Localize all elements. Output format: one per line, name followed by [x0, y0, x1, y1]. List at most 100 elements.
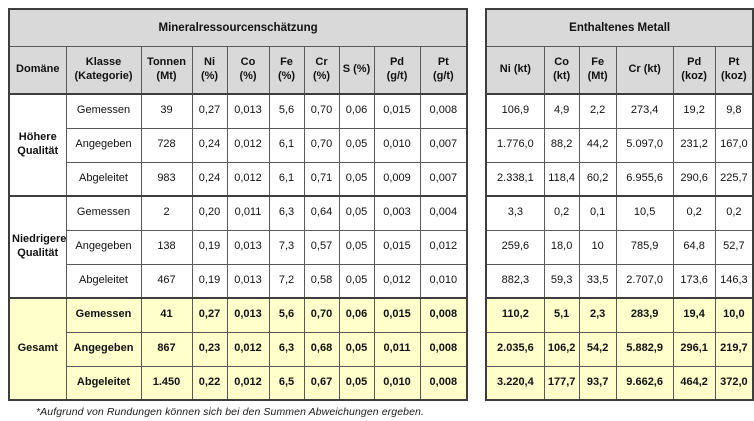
cell: 19,4 [672, 297, 716, 333]
cell: 0,27 [191, 297, 228, 333]
cell: 290,6 [672, 161, 716, 197]
cell: 0,19 [191, 263, 228, 299]
table-row: Niedrigere Qualität Gemessen 2 0,20 0,01… [8, 195, 468, 299]
col-header-pd-koz: Pd (koz) [672, 45, 716, 95]
cell: 0,22 [191, 365, 228, 401]
right-table-title: Enthaltenes Metall [485, 8, 754, 47]
cell: 0,70 [303, 127, 340, 163]
cell: 7,3 [268, 229, 305, 265]
cell: 467 [140, 263, 193, 299]
cell: 19,2 [672, 93, 716, 129]
col-header-pt-gt: Pt (g/t) [419, 45, 468, 95]
class-cell: Abgeleitet [65, 161, 142, 197]
cell: 6,1 [268, 161, 305, 197]
cell: 273,4 [615, 93, 674, 129]
cell: 110,2 [485, 297, 545, 333]
cell: 2.338,1 [485, 161, 545, 197]
cell: 0,013 [226, 263, 270, 299]
cell: 2 [140, 195, 193, 231]
cell: 5,1 [543, 297, 580, 333]
cell: 60,2 [578, 161, 617, 197]
cell: 0,05 [338, 161, 375, 197]
table-row: Gesamt Gemessen 41 0,27 0,013 5,6 0,70 0… [8, 297, 468, 401]
cell: 146,3 [714, 263, 754, 299]
cell: 0,010 [373, 127, 421, 163]
cell: 231,2 [672, 127, 716, 163]
right-table-header-row: Ni (kt) Co (kt) Fe (Mt) Cr (kt) Pd (koz)… [485, 45, 754, 95]
col-header-fe-pct: Fe (%) [268, 45, 305, 95]
cell: 0,06 [338, 93, 375, 129]
tables-row: Mineralressourcenschätzung Domäne Klasse… [8, 8, 754, 401]
cell: 5,6 [268, 297, 305, 333]
col-header-s-pct: S (%) [338, 45, 375, 95]
cell: 0,64 [303, 195, 340, 231]
cell: 0,008 [419, 365, 468, 401]
cell: 6,1 [268, 127, 305, 163]
cell: 0,012 [419, 229, 468, 265]
cell: 0,06 [338, 297, 375, 333]
cell: 3,3 [485, 195, 545, 231]
cell: 167,0 [714, 127, 754, 163]
cell: 1.776,0 [485, 127, 545, 163]
cell: 882,3 [485, 263, 545, 299]
cell: 3.220,4 [485, 365, 545, 401]
contained-metal-table: Enthaltenes Metall Ni (kt) Co (kt) Fe (M… [485, 8, 754, 401]
cell: 54,2 [578, 331, 617, 367]
left-table-title: Mineralressourcenschätzung [8, 8, 468, 47]
class-cell: Gemessen [65, 297, 142, 333]
right-table-title-row: Enthaltenes Metall [485, 8, 754, 47]
cell: 6,5 [268, 365, 305, 401]
class-cell: Abgeleitet [65, 365, 142, 401]
table-row: 882,3 59,3 33,5 2.707,0 173,6 146,3 [485, 263, 754, 299]
table-row: 106,9 4,9 2,2 273,4 19,2 9,8 [485, 93, 754, 129]
cell: 10 [578, 229, 617, 265]
cell: 88,2 [543, 127, 580, 163]
cell: 0,007 [419, 127, 468, 163]
cell: 0,012 [373, 263, 421, 299]
col-header-ni-kt: Ni (kt) [485, 45, 545, 95]
cell: 0,57 [303, 229, 340, 265]
cell: 0,05 [338, 365, 375, 401]
class-cell: Abgeleitet [65, 263, 142, 299]
cell: 283,9 [615, 297, 674, 333]
cell: 6.955,6 [615, 161, 674, 197]
cell: 2,3 [578, 297, 617, 333]
cell: 225,7 [714, 161, 754, 197]
cell: 52,7 [714, 229, 754, 265]
table-row: Abgeleitet 1.450 0,22 0,012 6,5 0,67 0,0… [9, 365, 468, 401]
cell: 0,008 [419, 93, 468, 129]
cell: 0,011 [226, 195, 270, 231]
cell: 0,70 [303, 297, 340, 333]
cell: 9.662,6 [615, 365, 674, 401]
cell: 18,0 [543, 229, 580, 265]
cell: 0,70 [303, 93, 340, 129]
cell: 2.035,6 [485, 331, 545, 367]
cell: 44,2 [578, 127, 617, 163]
cell: 983 [140, 161, 193, 197]
cell: 0,010 [419, 263, 468, 299]
cell: 0,003 [373, 195, 421, 231]
cell: 2,2 [578, 93, 617, 129]
cell: 5.097,0 [615, 127, 674, 163]
table-row: 2.338,1 118,4 60,2 6.955,6 290,6 225,7 [485, 161, 754, 197]
class-cell: Angegeben [65, 229, 142, 265]
cell: 6,3 [268, 331, 305, 367]
cell: 728 [140, 127, 193, 163]
cell: 64,8 [672, 229, 716, 265]
left-table-header-row: Domäne Klasse (Kategorie) Tonnen (Mt) Ni… [8, 45, 468, 95]
col-header-pt-koz: Pt (koz) [714, 45, 754, 95]
class-cell: Angegeben [65, 331, 142, 367]
domain-cell-niedrigere: Niedrigere Qualität [8, 195, 67, 299]
col-header-ni-pct: Ni (%) [191, 45, 228, 95]
table-row: Abgeleitet 467 0,19 0,013 7,2 0,58 0,05 … [9, 263, 468, 299]
cell: 0,23 [191, 331, 228, 367]
cell: 0,013 [226, 93, 270, 129]
table-row: 2.035,6 106,2 54,2 5.882,9 296,1 219,7 [485, 331, 754, 367]
table-row: 259,6 18,0 10 785,9 64,8 52,7 [485, 229, 754, 265]
footnote: *Aufgrund von Rundungen können sich bei … [36, 406, 424, 418]
col-header-pd-gt: Pd (g/t) [373, 45, 421, 95]
table-row: 3.220,4 177,7 93,7 9.662,6 464,2 372,0 [485, 365, 754, 401]
cell: 0,05 [338, 263, 375, 299]
cell: 0,05 [338, 331, 375, 367]
table-row: 3,3 0,2 0,1 10,5 0,2 0,2 [485, 195, 754, 231]
